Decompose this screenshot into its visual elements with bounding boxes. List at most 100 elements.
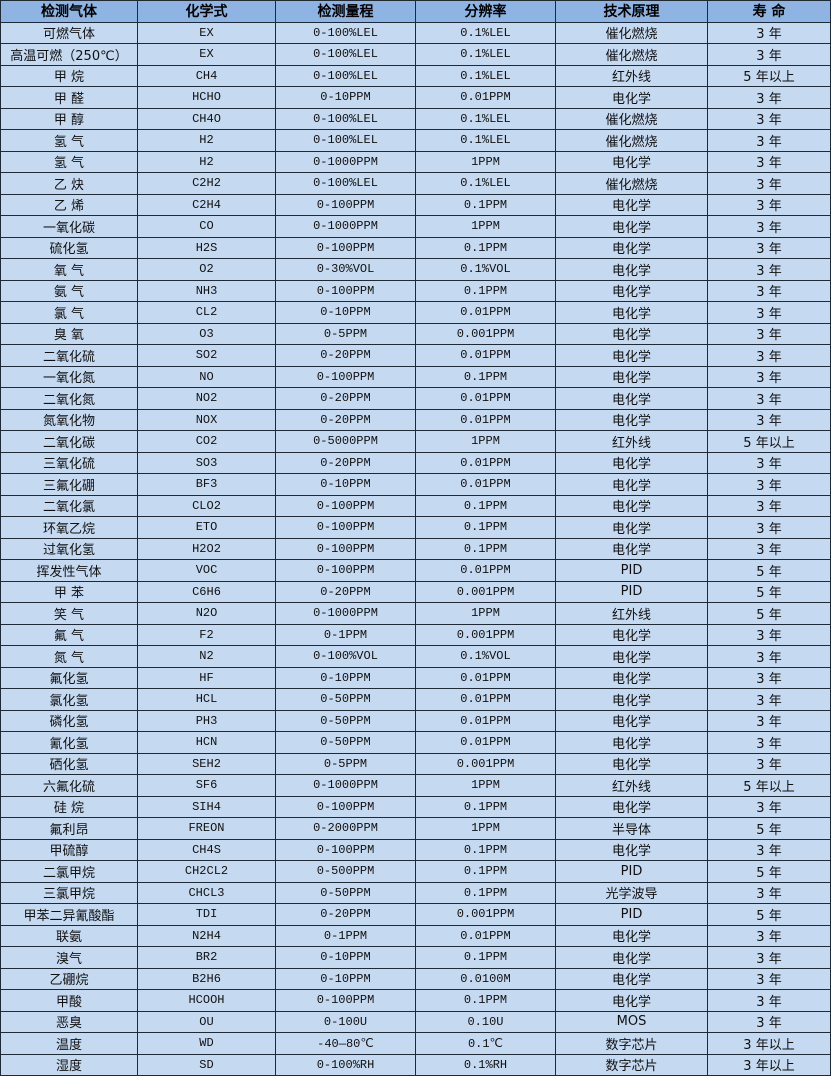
lifespan-cell: 3 年以上: [707, 1053, 831, 1076]
range-cell: 0-100PPM: [275, 494, 416, 517]
resolution-cell: 0.1%VOL: [415, 258, 556, 281]
gas-name-cell: 氮氧化物: [0, 408, 138, 431]
range-cell: 0-20PPM: [275, 451, 416, 474]
formula-cell: CL2: [137, 301, 276, 324]
lifespan-cell: 5 年: [707, 860, 831, 883]
range-cell: 0-1000PPM: [275, 602, 416, 625]
lifespan-cell: 3 年: [707, 946, 831, 969]
resolution-cell: 0.1PPM: [415, 838, 556, 861]
range-cell: 0-100%LEL: [275, 172, 416, 195]
lifespan-cell: 3 年: [707, 451, 831, 474]
range-cell: 0-20PPM: [275, 408, 416, 431]
table-row: 溴气 BR2 0-10PPM 0.1PPM 电化学 3 年: [0, 946, 831, 969]
resolution-cell: 0.1%LEL: [415, 172, 556, 195]
resolution-cell: 0.01PPM: [415, 387, 556, 410]
resolution-cell: 0.1PPM: [415, 365, 556, 388]
header-principle: 技术原理: [555, 0, 708, 23]
lifespan-cell: 3 年: [707, 1010, 831, 1033]
principle-cell: 数字芯片: [555, 1053, 708, 1076]
resolution-cell: 0.001PPM: [415, 752, 556, 775]
formula-cell: BR2: [137, 946, 276, 969]
resolution-cell: 0.01PPM: [415, 473, 556, 496]
formula-cell: SD: [137, 1053, 276, 1076]
table-row: 二氧化氯 CLO2 0-100PPM 0.1PPM 电化学 3 年: [0, 494, 831, 517]
range-cell: 0-100PPM: [275, 193, 416, 216]
lifespan-cell: 3 年: [707, 623, 831, 646]
formula-cell: FREON: [137, 817, 276, 840]
gas-name-cell: 硫化氢: [0, 236, 138, 259]
resolution-cell: 0.001PPM: [415, 580, 556, 603]
gas-name-cell: 磷化氢: [0, 709, 138, 732]
resolution-cell: 0.1%LEL: [415, 107, 556, 130]
resolution-cell: 0.1PPM: [415, 881, 556, 904]
gas-name-cell: 笑 气: [0, 602, 138, 625]
table-row: 氧 气 O2 0-30%VOL 0.1%VOL 电化学 3 年: [0, 258, 831, 281]
resolution-cell: 0.01PPM: [415, 86, 556, 109]
table-row: 氟化氢 HF 0-10PPM 0.01PPM 电化学 3 年: [0, 666, 831, 689]
principle-cell: 电化学: [555, 344, 708, 367]
table-row: 甲硫醇 CH4S 0-100PPM 0.1PPM 电化学 3 年: [0, 838, 831, 861]
range-cell: 0-50PPM: [275, 688, 416, 711]
lifespan-cell: 3 年: [707, 129, 831, 152]
gas-name-cell: 过氧化氢: [0, 537, 138, 560]
formula-cell: CH2CL2: [137, 860, 276, 883]
formula-cell: ETO: [137, 516, 276, 539]
formula-cell: CLO2: [137, 494, 276, 517]
formula-cell: VOC: [137, 559, 276, 582]
table-row: 氟利昂 FREON 0-2000PPM 1PPM 半导体 5 年: [0, 817, 831, 840]
range-cell: 0-50PPM: [275, 709, 416, 732]
resolution-cell: 0.1PPM: [415, 279, 556, 302]
formula-cell: WD: [137, 1032, 276, 1055]
lifespan-cell: 3 年: [707, 322, 831, 345]
principle-cell: 红外线: [555, 602, 708, 625]
gas-name-cell: 氢 气: [0, 150, 138, 173]
resolution-cell: 1PPM: [415, 602, 556, 625]
formula-cell: O2: [137, 258, 276, 281]
principle-cell: 电化学: [555, 924, 708, 947]
formula-cell: HCN: [137, 731, 276, 754]
resolution-cell: 0.01PPM: [415, 408, 556, 431]
gas-name-cell: 乙硼烷: [0, 967, 138, 990]
formula-cell: SIH4: [137, 795, 276, 818]
principle-cell: 电化学: [555, 795, 708, 818]
principle-cell: 红外线: [555, 64, 708, 87]
resolution-cell: 0.1PPM: [415, 795, 556, 818]
table-row: 高温可燃（250℃） EX 0-100%LEL 0.1%LEL 催化燃烧 3 年: [0, 43, 831, 66]
gas-name-cell: 乙 烯: [0, 193, 138, 216]
resolution-cell: 1PPM: [415, 150, 556, 173]
range-cell: 0-20PPM: [275, 903, 416, 926]
principle-cell: 电化学: [555, 731, 708, 754]
range-cell: 0-1000PPM: [275, 150, 416, 173]
resolution-cell: 0.1PPM: [415, 946, 556, 969]
range-cell: 0-20PPM: [275, 580, 416, 603]
formula-cell: CO: [137, 215, 276, 238]
principle-cell: PID: [555, 559, 708, 582]
resolution-cell: 0.1PPM: [415, 193, 556, 216]
gas-name-cell: 湿度: [0, 1053, 138, 1076]
gas-name-cell: 环氧乙烷: [0, 516, 138, 539]
lifespan-cell: 3 年: [707, 752, 831, 775]
header-row: 检测气体 化学式 检测量程 分辨率 技术原理 寿 命: [0, 0, 831, 23]
table-row: 乙 炔 C2H2 0-100%LEL 0.1%LEL 催化燃烧 3 年: [0, 172, 831, 195]
resolution-cell: 1PPM: [415, 817, 556, 840]
gas-name-cell: 高温可燃（250℃）: [0, 43, 138, 66]
lifespan-cell: 3 年以上: [707, 1032, 831, 1055]
gas-name-cell: 硒化氢: [0, 752, 138, 775]
table-row: 氢 气 H2 0-100%LEL 0.1%LEL 催化燃烧 3 年: [0, 129, 831, 152]
table-row: 可燃气体 EX 0-100%LEL 0.1%LEL 催化燃烧 3 年: [0, 21, 831, 44]
range-cell: 0-100U: [275, 1010, 416, 1033]
resolution-cell: 0.01PPM: [415, 451, 556, 474]
table-row: 氮氧化物 NOX 0-20PPM 0.01PPM 电化学 3 年: [0, 408, 831, 431]
gas-name-cell: 一氧化氮: [0, 365, 138, 388]
formula-cell: NH3: [137, 279, 276, 302]
gas-name-cell: 甲 醛: [0, 86, 138, 109]
principle-cell: PID: [555, 860, 708, 883]
table-row: 温度 WD -40—80℃ 0.1℃ 数字芯片 3 年以上: [0, 1032, 831, 1055]
lifespan-cell: 3 年: [707, 193, 831, 216]
lifespan-cell: 3 年: [707, 989, 831, 1012]
lifespan-cell: 3 年: [707, 236, 831, 259]
range-cell: 0-1PPM: [275, 924, 416, 947]
principle-cell: 电化学: [555, 365, 708, 388]
range-cell: 0-100%LEL: [275, 21, 416, 44]
range-cell: 0-10PPM: [275, 86, 416, 109]
